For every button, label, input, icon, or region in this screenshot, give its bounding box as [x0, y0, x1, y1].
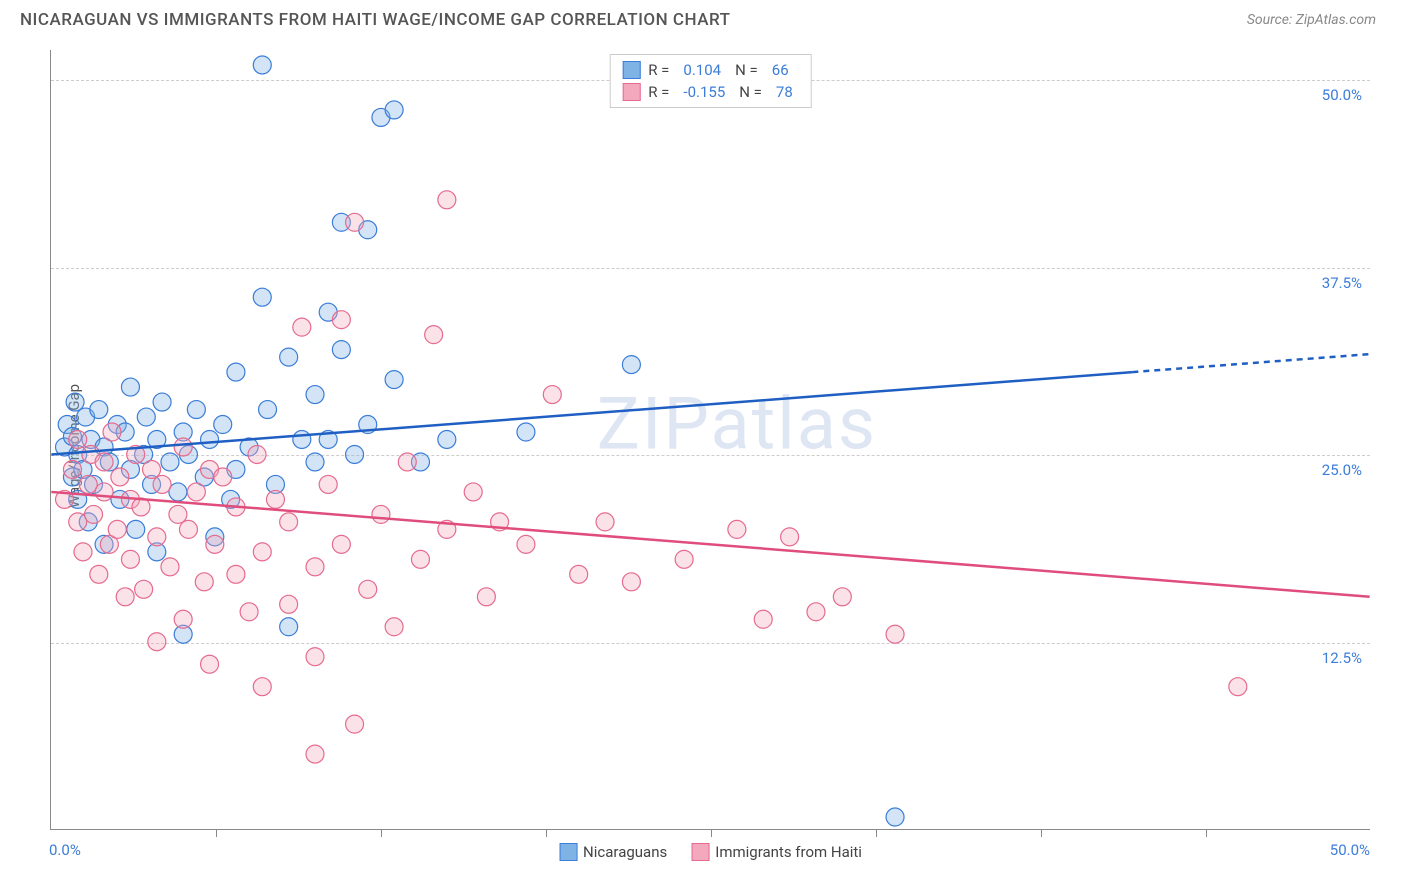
- chart-plot-area: ZIPatlas 12.5% 25.0% 37.5% 50.0% 0.0% 50…: [50, 50, 1370, 830]
- x-axis-start-label: 0.0%: [49, 841, 81, 859]
- legend-series-box: Nicaraguans Immigrants from Haiti: [559, 843, 862, 861]
- scatter-svg: [51, 50, 1370, 829]
- legend-swatch-0: [622, 61, 640, 79]
- legend-bottom-item-1: Immigrants from Haiti: [691, 843, 862, 861]
- legend-bottom-label-1: Immigrants from Haiti: [715, 843, 862, 861]
- chart-title: NICARAGUAN VS IMMIGRANTS FROM HAITI WAGE…: [20, 10, 730, 30]
- legend-bottom-item-0: Nicaraguans: [559, 843, 667, 861]
- legend-row-series-0: R = 0.104 N = 66: [622, 59, 799, 81]
- legend-n-label-1: N =: [739, 83, 762, 101]
- legend-r-value-0: 0.104: [683, 61, 721, 79]
- chart-header: NICARAGUAN VS IMMIGRANTS FROM HAITI WAGE…: [0, 0, 1406, 35]
- legend-correlation-box: R = 0.104 N = 66 R = -0.155 N = 78: [609, 54, 812, 108]
- legend-r-value-1: -0.155: [683, 83, 725, 101]
- legend-bottom-swatch-0: [559, 843, 577, 861]
- x-axis-end-label: 50.0%: [1330, 841, 1370, 859]
- legend-n-label-0: N =: [735, 61, 758, 79]
- legend-bottom-swatch-1: [691, 843, 709, 861]
- legend-n-value-1: 78: [776, 83, 793, 101]
- chart-source: Source: ZipAtlas.com: [1247, 12, 1376, 28]
- legend-r-label-1: R =: [648, 83, 669, 101]
- legend-row-series-1: R = -0.155 N = 78: [622, 81, 799, 103]
- legend-swatch-1: [622, 83, 640, 101]
- legend-r-label-0: R =: [648, 61, 669, 79]
- legend-n-value-0: 66: [772, 61, 789, 79]
- legend-bottom-label-0: Nicaraguans: [583, 843, 667, 861]
